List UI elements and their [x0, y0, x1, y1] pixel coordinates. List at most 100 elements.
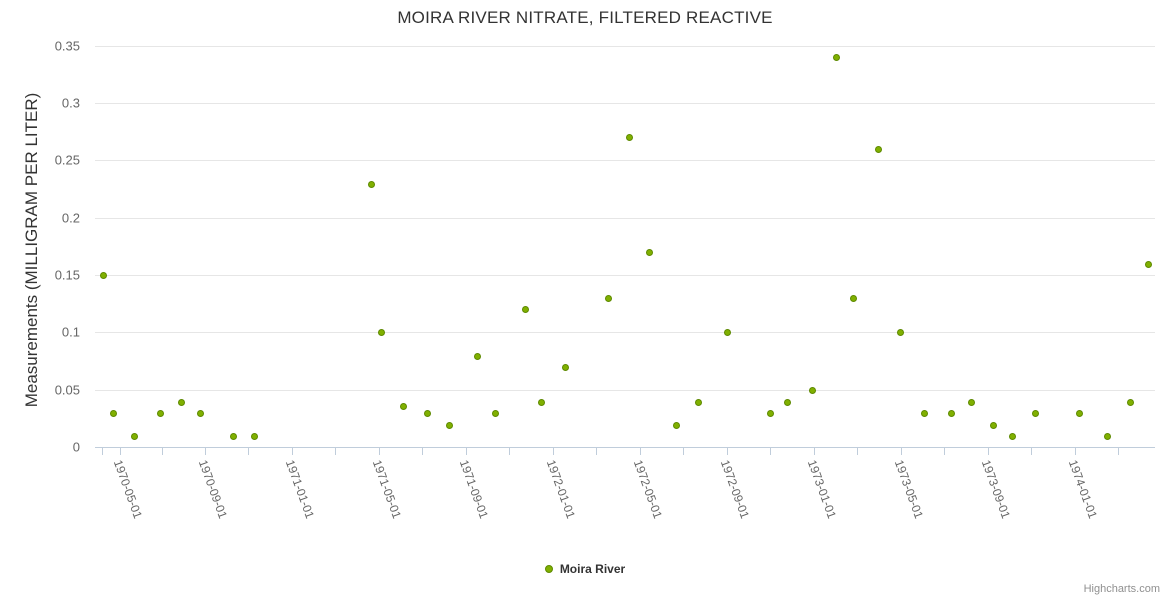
x-axis-tick: [162, 448, 163, 455]
data-point[interactable]: [521, 305, 529, 313]
gridline: [95, 275, 1155, 276]
data-point[interactable]: [783, 398, 791, 406]
x-axis-tick: [640, 448, 641, 455]
x-axis-tick: [509, 448, 510, 455]
x-axis-tick: [683, 448, 684, 455]
x-axis-tick: [379, 448, 380, 455]
x-axis-tick: [1031, 448, 1032, 455]
data-point[interactable]: [989, 421, 997, 429]
gridline: [95, 218, 1155, 219]
y-axis-tick-label: 0.05: [54, 382, 80, 398]
x-axis-tick-label: 1970-05-01: [110, 458, 145, 521]
x-axis-tick: [901, 448, 902, 455]
legend: Moira River: [0, 562, 1170, 576]
x-axis-tick: [466, 448, 467, 455]
y-axis-tick-label: 0: [72, 439, 80, 455]
data-point[interactable]: [156, 409, 164, 417]
data-point[interactable]: [672, 421, 680, 429]
x-axis-tick: [248, 448, 249, 455]
data-point[interactable]: [367, 180, 375, 188]
data-point[interactable]: [229, 432, 237, 440]
gridline: [95, 332, 1155, 333]
y-axis-title: Measurements (MILLIGRAM PER LITER): [22, 92, 41, 408]
data-point[interactable]: [473, 352, 481, 360]
data-point[interactable]: [808, 386, 816, 394]
data-point[interactable]: [645, 248, 653, 256]
x-axis-tick-label: 1973-09-01: [978, 458, 1013, 521]
x-axis-tick-label: 1973-01-01: [804, 458, 839, 521]
gridline: [95, 160, 1155, 161]
x-axis-tick-label: 1970-09-01: [195, 458, 230, 521]
x-axis-tick: [596, 448, 597, 455]
data-point[interactable]: [177, 398, 185, 406]
gridline: [95, 103, 1155, 104]
x-axis-tick-label: 1973-05-01: [891, 458, 926, 521]
legend-item-moira-river[interactable]: Moira River: [544, 562, 626, 576]
gridline: [95, 46, 1155, 47]
data-point[interactable]: [491, 409, 499, 417]
data-point[interactable]: [423, 409, 431, 417]
data-point[interactable]: [99, 271, 107, 279]
x-axis-tick-label: 1971-09-01: [456, 458, 491, 521]
legend-item-label: Moira River: [559, 562, 626, 576]
data-point[interactable]: [874, 145, 882, 153]
x-axis-tick: [102, 448, 103, 455]
data-point[interactable]: [399, 402, 407, 410]
x-axis-tick: [988, 448, 989, 455]
credits-label[interactable]: Highcharts.com: [1083, 583, 1160, 595]
data-point[interactable]: [250, 432, 258, 440]
x-axis-tick-label: 1972-01-01: [543, 458, 578, 521]
data-point[interactable]: [1126, 398, 1134, 406]
data-point[interactable]: [1031, 409, 1039, 417]
data-point[interactable]: [896, 328, 904, 336]
x-axis-tick: [770, 448, 771, 455]
y-axis-tick-label: 0.35: [54, 38, 80, 54]
data-point[interactable]: [109, 409, 117, 417]
y-axis-tick-label: 0.1: [61, 324, 80, 340]
x-axis-tick: [120, 448, 121, 455]
x-axis-tick-label: 1972-05-01: [630, 458, 665, 521]
data-point[interactable]: [130, 432, 138, 440]
y-axis-tick-label: 0.3: [61, 95, 80, 111]
x-axis-tick-label: 1971-01-01: [282, 458, 317, 521]
data-point[interactable]: [832, 53, 840, 61]
data-point[interactable]: [625, 133, 633, 141]
data-point[interactable]: [1103, 432, 1111, 440]
data-point[interactable]: [377, 328, 385, 336]
x-axis-tick-label: 1971-05-01: [369, 458, 404, 521]
data-point[interactable]: [849, 294, 857, 302]
data-point[interactable]: [1008, 432, 1016, 440]
x-axis-tick-label: 1974-01-01: [1065, 458, 1100, 521]
chart-title: MOIRA RIVER NITRATE, FILTERED REACTIVE: [397, 8, 773, 27]
data-point[interactable]: [537, 398, 545, 406]
data-point[interactable]: [604, 294, 612, 302]
data-point[interactable]: [723, 328, 731, 336]
data-point[interactable]: [694, 398, 702, 406]
x-axis-tick: [944, 448, 945, 455]
data-point[interactable]: [920, 409, 928, 417]
x-axis-tick: [205, 448, 206, 455]
x-axis-tick: [292, 448, 293, 455]
data-point[interactable]: [445, 421, 453, 429]
data-point[interactable]: [1144, 260, 1152, 268]
x-axis-tick: [422, 448, 423, 455]
x-axis-tick: [1118, 448, 1119, 455]
x-axis-tick-label: 1972-09-01: [717, 458, 752, 521]
y-axis-tick-label: 0.15: [54, 267, 80, 283]
x-axis-line: [95, 447, 1155, 448]
data-point[interactable]: [766, 409, 774, 417]
x-axis-tick: [814, 448, 815, 455]
x-axis-tick: [1075, 448, 1076, 455]
x-axis-tick: [335, 448, 336, 455]
y-axis-tick-label: 0.2: [61, 210, 80, 226]
data-point[interactable]: [947, 409, 955, 417]
data-point[interactable]: [561, 363, 569, 371]
data-point[interactable]: [967, 398, 975, 406]
x-axis-tick: [553, 448, 554, 455]
x-axis-tick: [857, 448, 858, 455]
data-point[interactable]: [1075, 409, 1083, 417]
plot-area: [95, 46, 1155, 448]
data-point[interactable]: [196, 409, 204, 417]
x-axis-tick: [727, 448, 728, 455]
